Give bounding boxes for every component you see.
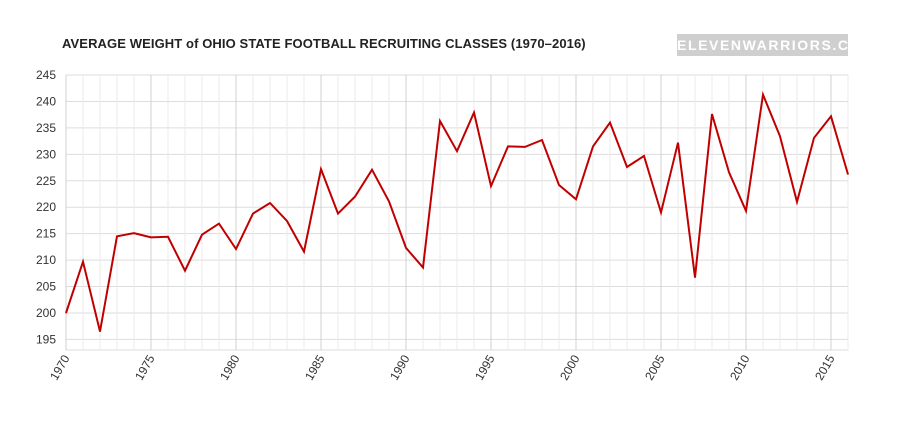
- x-tick-label: 1985: [302, 352, 328, 382]
- data-point-2009: [728, 171, 730, 173]
- x-tick-label: 1975: [132, 352, 158, 382]
- chart-series: [65, 90, 849, 332]
- y-tick-label: 220: [36, 200, 56, 214]
- data-point-2011: [762, 94, 764, 96]
- data-point-1991: [422, 267, 424, 268]
- data-point-2005: [660, 212, 662, 213]
- data-point-1986: [337, 213, 339, 215]
- data-point-1979: [218, 223, 220, 225]
- data-point-1995: [490, 185, 492, 187]
- data-point-1973: [116, 235, 118, 237]
- data-point-1994: [473, 112, 475, 114]
- data-point-2006: [677, 142, 679, 144]
- y-tick-label: 210: [36, 253, 56, 267]
- data-point-1978: [201, 234, 203, 236]
- data-point-1997: [524, 146, 526, 148]
- y-axis-ticks: 195 200 205 210 215 220 225 230 235 240 245: [36, 68, 56, 346]
- data-point-2015: [830, 115, 832, 117]
- data-point-2012: [779, 135, 781, 137]
- data-point-1987: [354, 196, 356, 198]
- x-tick-label: 1980: [217, 352, 243, 382]
- data-point-2008: [711, 113, 713, 115]
- data-point-1981: [252, 213, 254, 215]
- x-axis-ticks: 1970 1975 1980 1985 1990 1995 2000 2005 2010 2015: [47, 352, 838, 382]
- data-point-1970: [65, 312, 67, 314]
- y-tick-label: 200: [36, 306, 56, 320]
- data-point-1977: [184, 270, 186, 272]
- y-tick-label: 225: [36, 174, 56, 188]
- y-tick-label: 240: [36, 94, 56, 108]
- data-point-2001: [592, 145, 594, 147]
- y-tick-label: 215: [36, 227, 56, 241]
- y-tick-label: 205: [36, 280, 56, 294]
- data-point-1974: [133, 232, 135, 234]
- x-tick-label: 1995: [472, 352, 498, 382]
- y-tick-label: 195: [36, 332, 56, 346]
- x-tick-label: 2015: [812, 352, 838, 382]
- data-point-1971: [82, 261, 84, 263]
- data-point-1975: [150, 236, 152, 238]
- data-point-1985: [320, 168, 322, 170]
- brand-logo: ELEVENWARRIORS.COM: [677, 34, 874, 56]
- data-point-1999: [558, 184, 560, 186]
- data-point-1976: [167, 236, 169, 238]
- data-point-2010: [745, 210, 747, 212]
- data-point-1984: [303, 251, 305, 253]
- x-tick-label: 2000: [557, 352, 583, 382]
- data-point-2013: [796, 201, 798, 203]
- data-point-2004: [643, 155, 645, 157]
- data-point-1983: [286, 220, 288, 222]
- data-point-1980: [235, 248, 237, 250]
- data-point-1992: [439, 120, 441, 122]
- data-point-2003: [626, 166, 628, 168]
- data-point-2000: [575, 198, 577, 200]
- data-point-1996: [507, 145, 509, 147]
- y-tick-label: 235: [36, 121, 56, 135]
- x-tick-label: 1990: [387, 352, 413, 382]
- chart-grid: [65, 74, 849, 351]
- x-tick-label: 2010: [727, 352, 753, 382]
- data-point-1990: [405, 247, 407, 249]
- chart-title: AVERAGE WEIGHT of OHIO STATE FOOTBALL RE…: [62, 36, 586, 51]
- y-tick-label: 230: [36, 147, 56, 161]
- x-tick-label: 2005: [642, 352, 668, 382]
- data-point-2007: [694, 277, 696, 279]
- data-point-1988: [371, 169, 373, 171]
- data-point-1993: [456, 150, 458, 152]
- data-point-1998: [541, 139, 543, 141]
- data-point-2002: [609, 122, 611, 124]
- data-point-1972: [99, 330, 101, 332]
- data-point-1989: [388, 200, 390, 202]
- data-point-2016: [847, 173, 849, 175]
- x-tick-label: 1970: [47, 352, 73, 382]
- data-point-1982: [269, 202, 271, 204]
- y-tick-label: 245: [36, 68, 56, 82]
- data-point-2014: [813, 137, 815, 139]
